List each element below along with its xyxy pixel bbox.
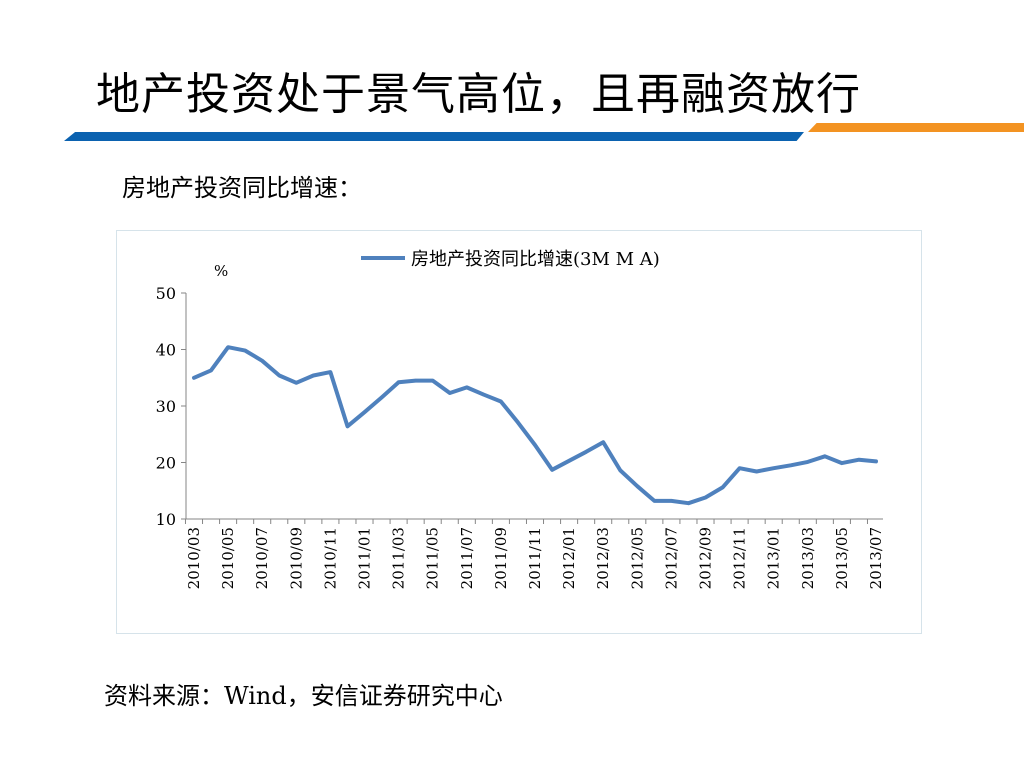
data-point: [431, 379, 435, 383]
y-unit-label: %: [214, 262, 228, 280]
x-tick-label: 2011/01: [356, 527, 374, 589]
data-point: [380, 396, 384, 399]
x-tick-label: 2012/09: [697, 527, 715, 589]
y-tick-label: 50: [156, 284, 176, 303]
x-tick-label: 2012/03: [594, 527, 612, 589]
data-point: [294, 381, 298, 385]
x-tick-label: 2012/01: [560, 527, 578, 589]
x-tick-label: 2012/11: [731, 527, 749, 589]
x-tick-label: 2013/01: [765, 527, 783, 589]
data-point: [499, 400, 503, 403]
data-point: [465, 385, 469, 389]
series-line: [192, 345, 878, 506]
x-tick-label: 2010/07: [253, 527, 271, 589]
x-tick-label: 2010/05: [219, 527, 237, 589]
data-point: [277, 374, 281, 377]
y-tick-label: 20: [156, 454, 176, 473]
x-tick-label: 2010/03: [185, 527, 203, 589]
data-point: [260, 359, 264, 363]
x-tick-label: 2013/05: [833, 527, 851, 589]
data-point: [482, 393, 486, 397]
y-tick-label: 30: [156, 397, 176, 416]
series-layer: [192, 345, 878, 506]
data-point: [567, 459, 571, 463]
data-point: [789, 463, 793, 467]
legend: 房地产投资同比增速(3M M A): [361, 249, 660, 270]
data-point: [311, 374, 315, 377]
x-tick-label: 2011/07: [458, 527, 476, 589]
header-stripe-orange: [808, 123, 1024, 132]
chart-container: 房地产投资同比增速(3M M A) % 10 20 30 40 50 2010/03 20…: [116, 230, 922, 634]
data-point: [346, 424, 349, 428]
source-note: 资料来源：Wind，安信证券研究中心: [104, 682, 503, 710]
x-tick-label: 2011/09: [492, 527, 510, 589]
legend-label: 房地产投资同比增速(3M M A): [411, 249, 660, 270]
data-point: [823, 454, 827, 458]
y-axis: 10 20 30 40 50: [156, 284, 187, 529]
data-point: [669, 499, 673, 503]
data-point: [857, 458, 861, 462]
x-tick-label: 2013/07: [867, 527, 885, 589]
data-point: [448, 391, 452, 395]
data-point: [516, 420, 520, 424]
data-point: [772, 466, 776, 470]
x-tick-label: 2013/03: [799, 527, 817, 589]
data-point: [755, 470, 759, 473]
x-tick-label: 2010/09: [287, 527, 305, 589]
data-point: [721, 485, 725, 489]
data-point: [414, 379, 418, 383]
y-tick-label: 10: [156, 510, 176, 529]
data-point: [209, 368, 213, 372]
header-stripe-blue: [64, 132, 804, 141]
x-tick-label: 2011/03: [390, 527, 408, 589]
data-point: [550, 468, 554, 472]
data-point: [687, 501, 690, 505]
data-point: [704, 496, 707, 499]
data-point: [738, 466, 742, 470]
data-point: [806, 460, 810, 464]
data-point: [652, 499, 656, 503]
data-point: [397, 380, 401, 384]
x-axis: 2010/03 2010/05 2010/07 2010/09 2010/11 2011/…: [184, 518, 885, 589]
data-point: [226, 345, 230, 349]
x-tick-label: 2012/05: [628, 527, 646, 589]
y-tick-label: 40: [156, 341, 176, 360]
data-point: [533, 443, 537, 447]
data-point: [328, 370, 332, 374]
data-point: [618, 468, 622, 472]
data-point: [874, 459, 878, 463]
slide-title: 地产投资处于景气高位，且再融资放行: [96, 69, 861, 120]
x-tick-label: 2011/11: [526, 527, 544, 589]
data-point: [584, 450, 588, 454]
data-point: [635, 484, 639, 488]
x-tick-label: 2011/05: [424, 527, 442, 589]
data-point: [363, 410, 366, 414]
data-point: [192, 376, 196, 380]
data-point: [601, 440, 605, 444]
data-point: [243, 349, 247, 353]
chart-subtitle: 房地产投资同比增速：: [122, 174, 362, 202]
x-tick-label: 2012/07: [662, 527, 680, 589]
x-tick-label: 2010/11: [321, 527, 339, 589]
data-point: [840, 461, 844, 465]
